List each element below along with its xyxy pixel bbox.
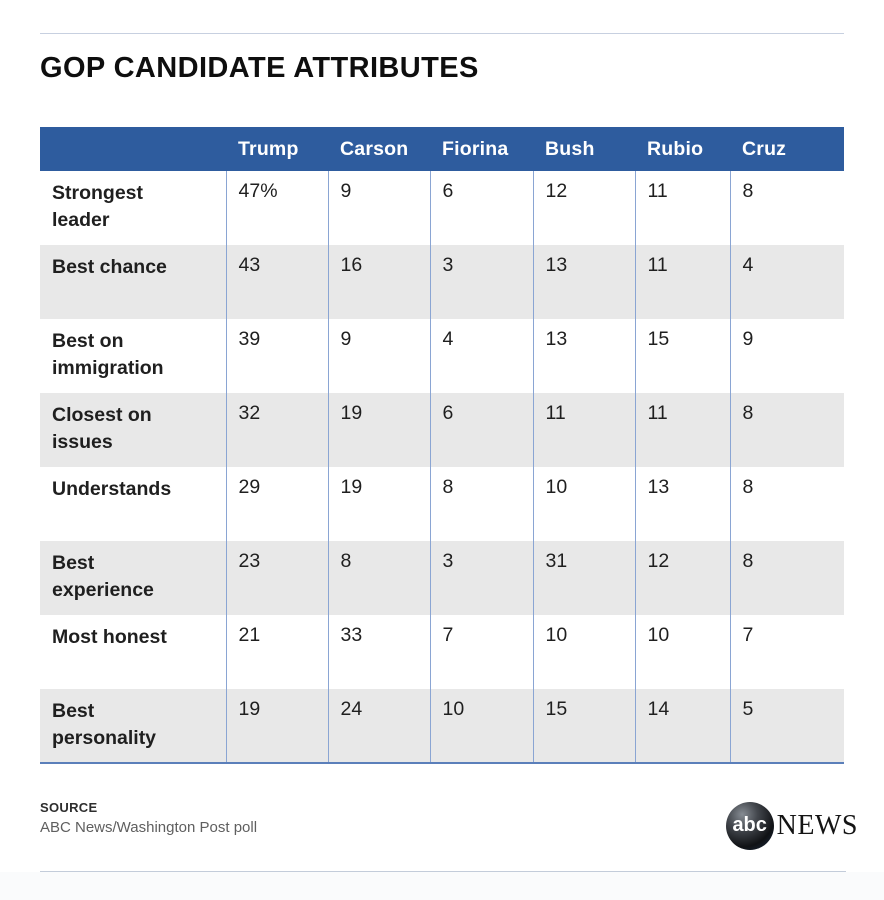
- cell-value: 33: [327, 615, 430, 689]
- cell-value: 15: [634, 319, 730, 393]
- row-label: Understands: [52, 478, 172, 500]
- cell-value: 32: [225, 393, 328, 467]
- cell-value: 3: [429, 541, 533, 615]
- header-cell-empty: [40, 127, 226, 171]
- cell-value: 8: [429, 467, 533, 541]
- table-row: Closest on issues 32 19 6 11 11 8: [40, 393, 844, 467]
- cell-value: 12: [532, 171, 635, 245]
- row-label: Strongest leader: [52, 182, 144, 231]
- cell-value: 10: [634, 615, 730, 689]
- cell-value: 21: [225, 615, 328, 689]
- source-text: ABC News/Washington Post poll: [40, 819, 258, 836]
- table-header-row: Trump Carson Fiorina Bush Rubio Cruz: [40, 127, 844, 171]
- cell-value: 11: [634, 393, 730, 467]
- cell-value: 19: [327, 393, 430, 467]
- header-cell-bush: Bush: [533, 127, 635, 171]
- cell-value: 3: [429, 245, 533, 319]
- cell-value: 5: [729, 689, 844, 763]
- cell-value: 10: [532, 467, 635, 541]
- row-label: Best personality: [40, 689, 226, 763]
- header-cell-trump: Trump: [226, 127, 328, 171]
- cell-value: 39: [225, 319, 328, 393]
- header-cell-carson: Carson: [328, 127, 430, 171]
- cell-value: 14: [634, 689, 730, 763]
- cell-value: 4: [729, 245, 844, 319]
- table-row: Best experience 23 8 3 31 12 8: [40, 541, 844, 615]
- cell-value: 19: [327, 467, 430, 541]
- cell-value: 9: [327, 319, 430, 393]
- cell-value: 7: [729, 615, 844, 689]
- cell-value: 15: [532, 689, 635, 763]
- page-title: GOP CANDIDATE ATTRIBUTES: [40, 52, 479, 84]
- cell-value: 13: [532, 245, 635, 319]
- cell-value: 8: [729, 467, 844, 541]
- cell-value: 11: [532, 393, 635, 467]
- cell-value: 7: [429, 615, 533, 689]
- news-wordmark: NEWS: [776, 810, 858, 841]
- cell-value: 4: [429, 319, 533, 393]
- table-row: Best personality 19 24 10 15 14 5: [40, 689, 844, 763]
- header-cell-rubio: Rubio: [635, 127, 730, 171]
- top-divider: [40, 33, 844, 34]
- abc-news-logo: abc NEWS: [725, 802, 858, 850]
- cell-value: 24: [327, 689, 430, 763]
- cell-value: 13: [532, 319, 635, 393]
- cell-value: 12: [634, 541, 730, 615]
- row-label: Closest on issues: [40, 393, 226, 467]
- table-row: Best chance 43 16 3 13 11 4: [40, 245, 844, 319]
- row-label: Best on immigration: [52, 330, 164, 379]
- abc-logo-icon: abc: [725, 802, 774, 850]
- cell-value: 8: [729, 541, 844, 615]
- table-row: Best on immigration 39 9 4 13 15 9: [40, 319, 844, 393]
- source-label: SOURCE: [40, 800, 98, 815]
- source-block: SOURCE ABC News/Washington Post poll: [40, 800, 257, 836]
- cell-value: 9: [327, 171, 430, 245]
- cell-value: 9: [729, 319, 844, 393]
- bottom-divider: [40, 871, 846, 872]
- row-label: Most honest: [52, 626, 167, 648]
- bottom-strip: [0, 872, 884, 900]
- table-row: Strongest leader 47% 9 6 12 11 8: [40, 171, 844, 245]
- cell-value: 19: [225, 689, 328, 763]
- abc-logo-text: abc: [732, 813, 767, 836]
- cell-value: 43: [225, 245, 328, 319]
- cell-value: 47%: [225, 171, 328, 245]
- header-cell-cruz: Cruz: [730, 127, 844, 171]
- cell-value: 8: [327, 541, 430, 615]
- cell-value: 10: [429, 689, 533, 763]
- table-row: Understands 29 19 8 10 13 8: [40, 467, 844, 541]
- attributes-table: Trump Carson Fiorina Bush Rubio Cruz Str…: [40, 127, 844, 764]
- row-label: Best experience: [40, 541, 226, 615]
- cell-value: 23: [225, 541, 328, 615]
- row-label: Best chance: [40, 245, 226, 319]
- cell-value: 31: [532, 541, 635, 615]
- cell-value: 10: [532, 615, 635, 689]
- header-cell-fiorina: Fiorina: [430, 127, 533, 171]
- cell-value: 16: [327, 245, 430, 319]
- cell-value: 11: [634, 245, 730, 319]
- cell-value: 8: [729, 393, 844, 467]
- table-row: Most honest 21 33 7 10 10 7: [40, 615, 844, 689]
- cell-value: 11: [634, 171, 730, 245]
- cell-value: 29: [225, 467, 328, 541]
- cell-value: 13: [634, 467, 730, 541]
- cell-value: 6: [429, 393, 533, 467]
- cell-value: 8: [729, 171, 844, 245]
- cell-value: 6: [429, 171, 533, 245]
